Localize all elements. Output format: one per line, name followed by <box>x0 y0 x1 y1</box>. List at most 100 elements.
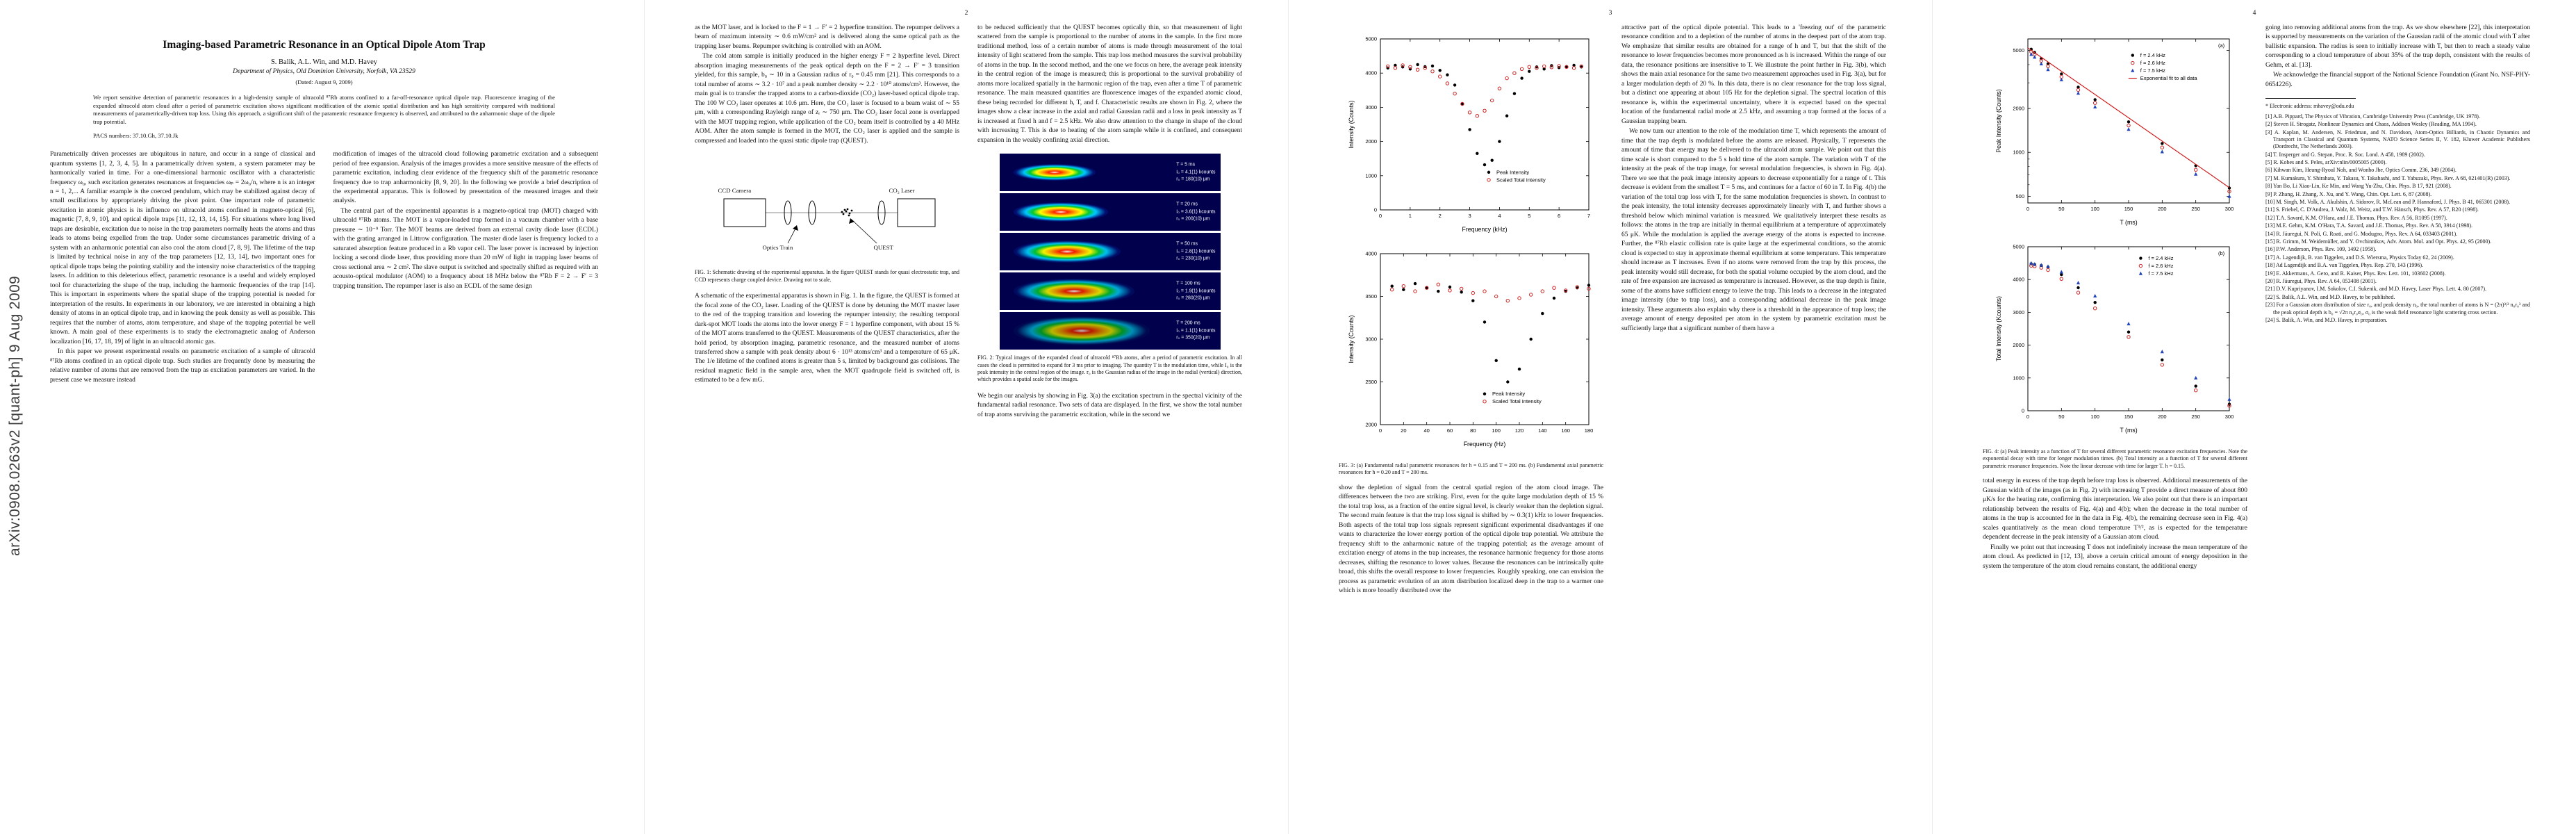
svg-text:4000: 4000 <box>1365 251 1377 257</box>
svg-text:1000: 1000 <box>1365 172 1377 179</box>
svg-text:2000: 2000 <box>2013 343 2024 349</box>
panel-labels: T = 100 ms I₀ = 1.9(1) kcounts r₀ = 280(… <box>1176 281 1215 302</box>
figure-2-caption: FIG. 2: Typical images of the expanded c… <box>977 354 1242 383</box>
atom-cloud-blob <box>1013 279 1134 304</box>
atom-cloud-blob <box>1013 240 1121 263</box>
page-4: 4 0 50 100 150 200 250 300 500 1000 2000 5000 f = 2… <box>1932 0 2576 834</box>
svg-text:Peak Intensity: Peak Intensity <box>1496 169 1529 175</box>
svg-text:5000: 5000 <box>2013 47 2024 54</box>
body-paragraph: show the depletion of signal from the ce… <box>1339 484 1603 595</box>
body-paragraph: as the MOT laser, and is locked to the F… <box>695 24 959 50</box>
page1-column-left: Parametrically driven processes are ubiq… <box>50 150 315 385</box>
svg-text:0: 0 <box>2021 408 2024 414</box>
panel-labels: T = 20 ms I₀ = 3.6(1) kcounts r₀ = 200(1… <box>1176 202 1215 223</box>
svg-text:Scaled Total Intensity: Scaled Total Intensity <box>1496 177 1546 183</box>
svg-text:150: 150 <box>2124 414 2133 420</box>
panel-label-time: T = 5 ms <box>1176 162 1196 167</box>
svg-text:6: 6 <box>1558 213 1560 219</box>
reference-item: [18] Ad Lagendijk and B.A. van Tiggelen,… <box>2265 262 2424 269</box>
panel-label-radius: r₀ = 180(10) μm <box>1176 177 1210 182</box>
co2-laser-label: CO₂ Laser <box>889 187 915 195</box>
panel-label-intensity: I₀ = 1.9(1) kcounts <box>1176 288 1216 294</box>
reference-item: [11] S. Friebel, C. D'Andrea, J. Walz, M… <box>2265 206 2479 213</box>
svg-text:50: 50 <box>2058 414 2064 420</box>
panel-label-time: T = 50 ms <box>1176 241 1198 247</box>
fig4b-total-intensity-chart: 0 50 100 150 200 250 300010002000300040005000f… <box>1995 244 2234 434</box>
svg-text:Frequency (kHz): Frequency (kHz) <box>1462 226 1507 233</box>
svg-text:300: 300 <box>2224 206 2234 212</box>
panel-label-time: T = 100 ms <box>1176 281 1200 286</box>
svg-text:1000: 1000 <box>2013 375 2024 382</box>
reference-item: [16] P.W. Anderson, Phys. Rev. 109, 1492… <box>2265 246 2377 253</box>
page3-column-left: 0 1 2 3 4 5 6 7 0 1000 2000 3000 4000 5000 Peak Intens… <box>1339 24 1603 596</box>
svg-text:100: 100 <box>2090 414 2099 420</box>
svg-text:4000: 4000 <box>2013 277 2024 283</box>
svg-text:150: 150 <box>2124 206 2133 212</box>
cloud-image-panel: T = 200 ms I₀ = 1.1(1) kcounts r₀ = 350(… <box>999 312 1221 350</box>
footnote-rule <box>2265 98 2356 99</box>
ccd-camera-label: CCD Camera <box>718 187 752 195</box>
reference-item: [23] For a Gaussian atom distribution of… <box>2265 302 2530 316</box>
panel-label-intensity: I₀ = 2.8(1) kcounts <box>1176 249 1216 254</box>
page-3: 3 0 1 2 3 4 5 6 7 0 1000 2000 3000 4000 5000 Peak Inte… <box>1288 0 1932 834</box>
svg-text:20: 20 <box>1401 427 1406 434</box>
page1-columns: Parametrically driven processes are ubiq… <box>50 150 598 385</box>
svg-text:Peak Intensity: Peak Intensity <box>1492 391 1525 398</box>
paper-title: Imaging-based Parametric Resonance in an… <box>163 39 486 51</box>
body-paragraph: Parametrically driven processes are ubiq… <box>50 151 315 345</box>
svg-text:0: 0 <box>2026 414 2029 420</box>
reference-item: [1] A.B. Pippard, The Physics of Vibrati… <box>2265 113 2480 120</box>
svg-text:120: 120 <box>1514 427 1524 434</box>
svg-text:3500: 3500 <box>1365 293 1377 300</box>
svg-text:Peak Intensity (Counts): Peak Intensity (Counts) <box>1995 89 2002 153</box>
page1-column-right: modification of images of the ultracold … <box>333 150 599 385</box>
svg-text:f = 2.6 kHz: f = 2.6 kHz <box>2148 263 2173 270</box>
figure-1-caption: FIG. 1: Schematic drawing of the experim… <box>695 269 959 283</box>
svg-text:80: 80 <box>1470 427 1476 434</box>
panel-label-intensity: I₀ = 1.1(1) kcounts <box>1176 328 1216 334</box>
svg-text:50: 50 <box>2058 206 2064 212</box>
figure-3b: 0 20 40 60 80 100 120 140 160 180 2000 2500 3000 3500… <box>1339 247 1603 453</box>
panel-label-time: T = 200 ms <box>1176 320 1200 326</box>
reference-item: [22] S. Balik, A.L. Win, and M.D. Havey,… <box>2265 293 2395 300</box>
apparatus-diagram: CCD Camera CO₂ Laser QUEST Optics Train <box>713 154 942 264</box>
svg-text:100: 100 <box>2090 206 2099 212</box>
svg-text:0: 0 <box>2026 206 2029 212</box>
figure-4b: 0 50 100 150 200 250 300 0 1000 2000 3000 4000 5000 f… <box>1983 240 2247 439</box>
reference-item: [21] D.V. Kupriyanov, I.M. Sokolov, C.I.… <box>2265 286 2487 293</box>
svg-text:40: 40 <box>1423 427 1429 434</box>
body-paragraph: The cold atom sample is initially produc… <box>695 53 959 145</box>
svg-text:140: 140 <box>1538 427 1547 434</box>
svg-text:f = 2.4 kHz: f = 2.4 kHz <box>2148 256 2173 262</box>
reference-item: [19] E. Akkermans, A. Gero, and R. Kaise… <box>2265 270 2446 277</box>
reference-item: [4] T. Insperger and G. Stepan, Proc. R.… <box>2265 151 2425 158</box>
svg-text:0: 0 <box>1373 207 1376 213</box>
svg-text:Total Intensity (Kcounts): Total Intensity (Kcounts) <box>1995 296 2002 361</box>
svg-text:160: 160 <box>1561 427 1570 434</box>
page4-column-right: going into removing additional atoms fro… <box>2265 24 2530 571</box>
panel-label-radius: r₀ = 280(20) μm <box>1176 295 1210 301</box>
body-paragraph: going into removing additional atoms fro… <box>2265 24 2530 69</box>
svg-text:60: 60 <box>1446 427 1452 434</box>
svg-text:0: 0 <box>1378 213 1381 219</box>
svg-text:Intensity (Counts): Intensity (Counts) <box>1348 316 1355 363</box>
figure-1-apparatus: CCD Camera CO₂ Laser QUEST Optics Train … <box>695 154 959 284</box>
reference-list: [1] A.B. Pippard, The Physics of Vibrati… <box>2265 113 2530 325</box>
svg-text:1000: 1000 <box>2013 149 2024 156</box>
cloud-image-panel: T = 50 ms I₀ = 2.8(1) kcounts r₀ = 230(1… <box>999 233 1221 271</box>
panel-labels: T = 5 ms I₀ = 4.1(1) kcounts r₀ = 180(10… <box>1176 162 1215 183</box>
svg-text:T (ms): T (ms) <box>2120 427 2137 434</box>
body-paragraph: modification of images of the ultracold … <box>333 151 599 205</box>
reference-item: [2] Steven H. Strogatz, Nonlinear Dynami… <box>2265 121 2477 128</box>
figure-3-caption: FIG. 3: (a) Fundamental radial parametri… <box>1339 461 1603 476</box>
reference-item: [10] M. Singh, M. Volk, A. Akulshin, A. … <box>2265 199 2511 206</box>
pacs-line: PACS numbers: 37.10.Gh, 37.10.Jk <box>93 132 179 140</box>
body-paragraph: We begin our analysis by showing in Fig.… <box>977 392 1242 418</box>
reference-item: [3] A. Kaplan, M. Andersen, N. Friedman,… <box>2265 129 2530 150</box>
svg-text:5000: 5000 <box>1365 36 1377 42</box>
body-paragraph: A schematic of the experimental apparatu… <box>695 293 959 384</box>
optics-train-label: Optics Train <box>762 244 793 252</box>
page2-column-left: as the MOT laser, and is locked to the F… <box>695 24 959 420</box>
fig3a-radial-resonance-chart: 0 1 2 3 4 5 6 7 0 1000 2000 3000 4000 5000 Peak Intens… <box>1348 36 1590 234</box>
svg-text:f = 7.5 kHz: f = 7.5 kHz <box>2148 271 2173 277</box>
